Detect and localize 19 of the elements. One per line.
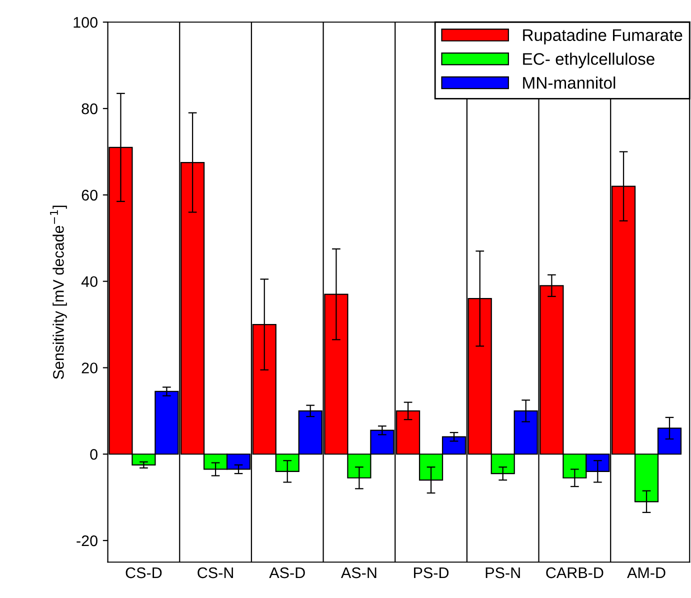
y-tick-label: 0 bbox=[90, 448, 98, 460]
y-tick-label: 80 bbox=[82, 103, 98, 114]
legend-label: MN-mannitol bbox=[523, 76, 616, 89]
x-tick-label: AS-N bbox=[340, 567, 376, 578]
y-tick-label: 100 bbox=[74, 16, 98, 28]
y-tick-label: 60 bbox=[82, 190, 98, 201]
x-tick-label: CARB-D bbox=[546, 567, 604, 578]
x-tick-label: CS-N bbox=[198, 567, 233, 578]
y-tick-label: 20 bbox=[82, 362, 98, 374]
y-tick-label: 40 bbox=[81, 276, 98, 288]
x-tick-label: AS-D bbox=[269, 567, 305, 578]
legend-label: EC- ethylcellulose bbox=[523, 52, 654, 68]
legend-label: Rupatadine Fumarate bbox=[523, 28, 682, 44]
x-tick-label: AM-D bbox=[627, 568, 666, 578]
x-tick-label: CS-D bbox=[126, 567, 162, 578]
y-axis-title: Sensitivity [mV decade$^{−1}$] bbox=[50, 206, 67, 380]
x-tick-label: PS-N bbox=[486, 567, 520, 578]
y-tick-label: -20 bbox=[76, 535, 98, 546]
x-tick-label: PS-D bbox=[414, 567, 449, 578]
